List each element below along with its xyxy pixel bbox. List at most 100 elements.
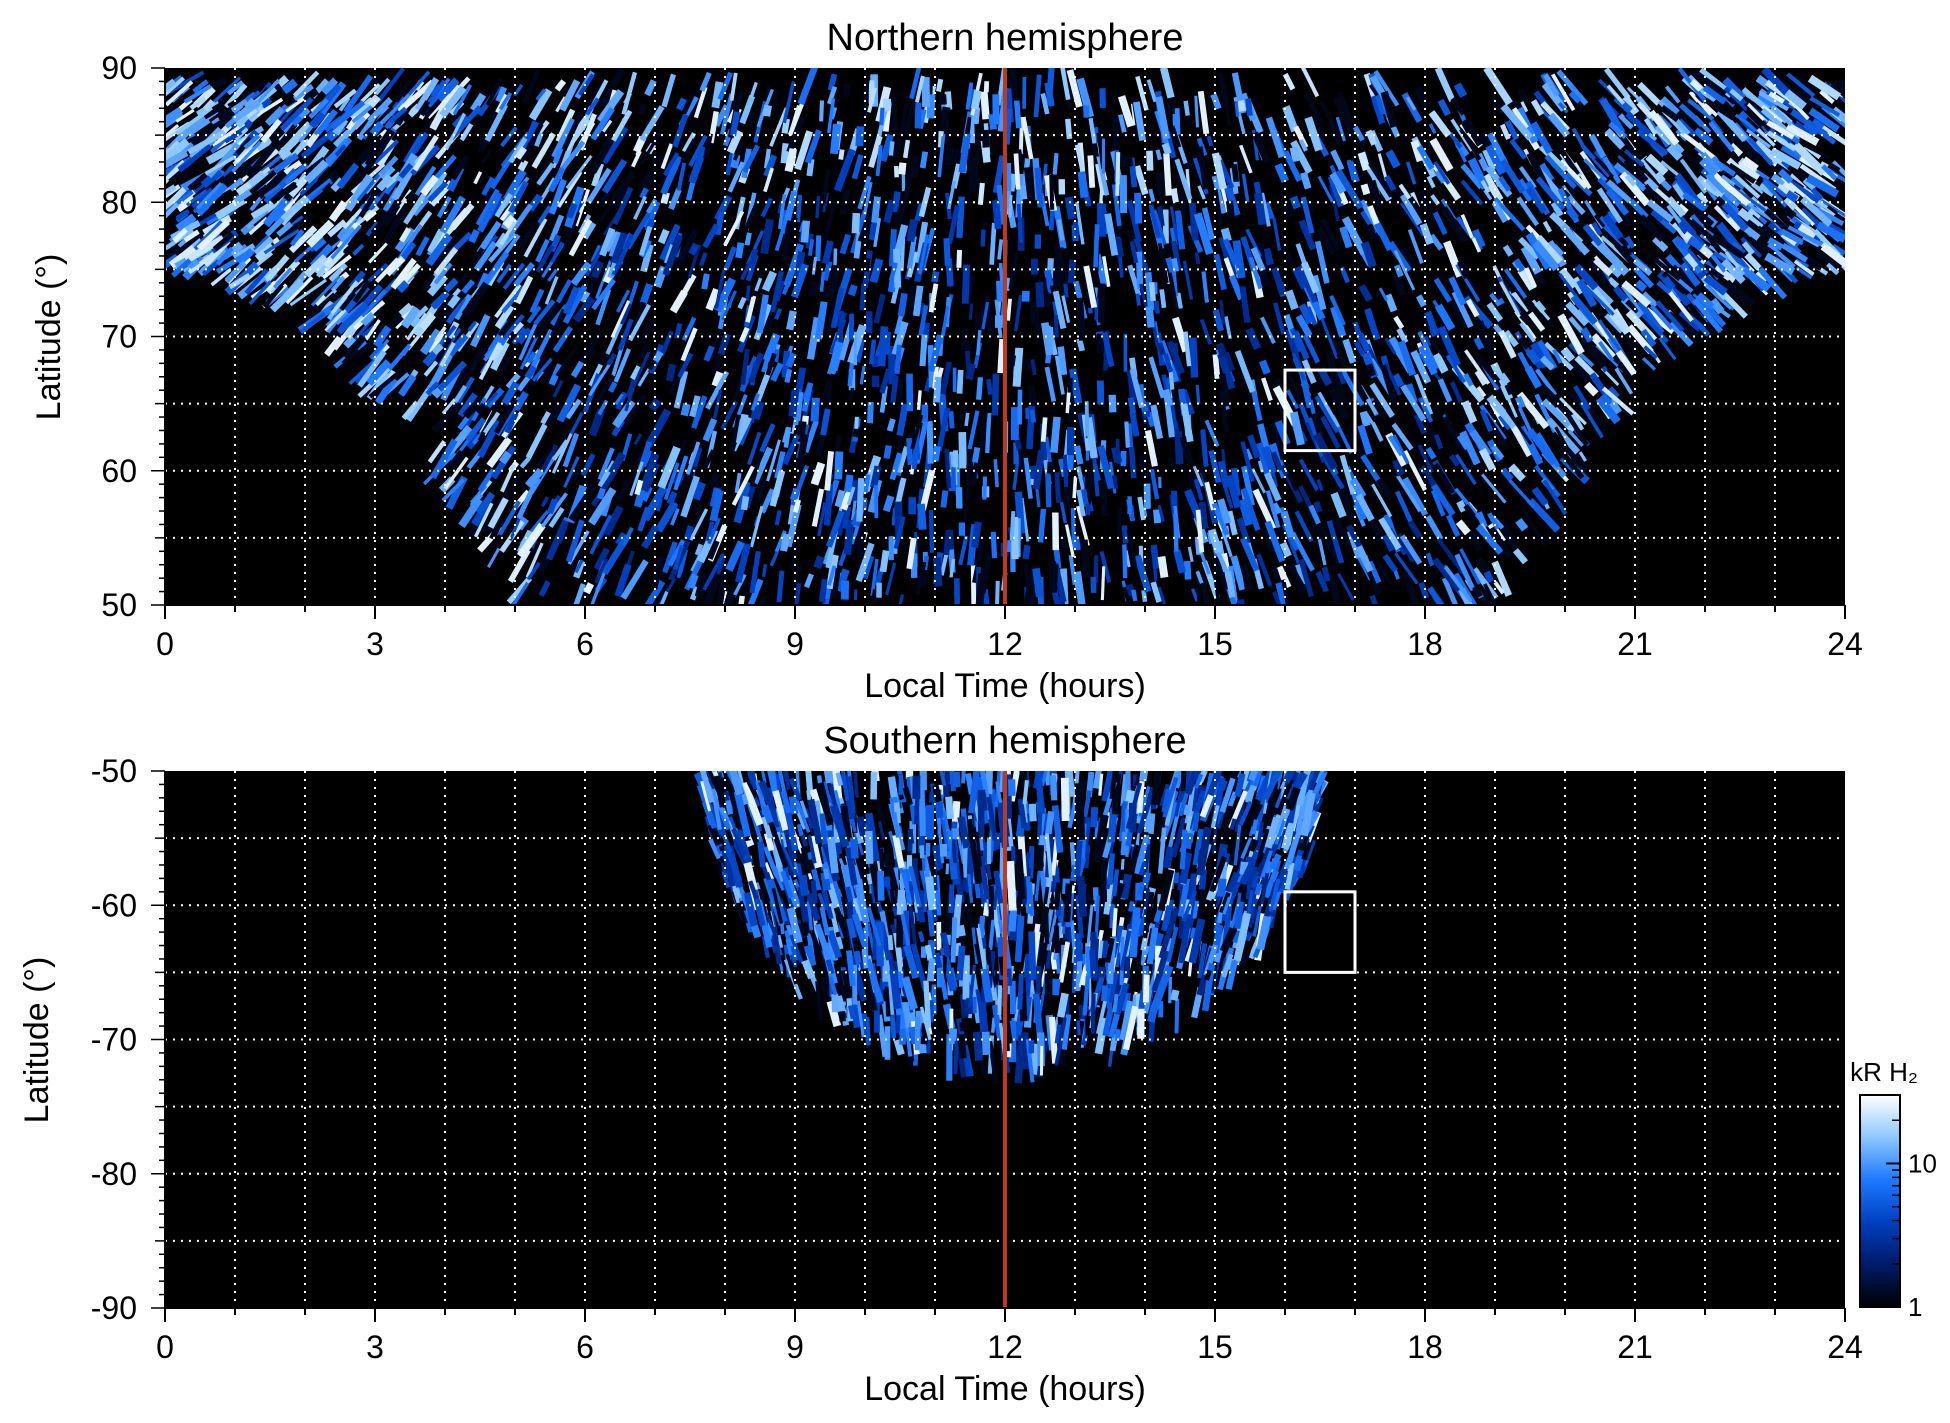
intensity-streak [927, 334, 944, 373]
intensity-streak [435, 233, 459, 267]
intensity-streak [165, 112, 184, 138]
intensity-streak [1617, 195, 1643, 233]
intensity-streak [877, 821, 886, 840]
intensity-streak [542, 366, 555, 384]
intensity-streak [599, 227, 616, 257]
intensity-streak [1825, 221, 1845, 241]
intensity-streak [742, 195, 763, 234]
intensity-streak [1086, 904, 1094, 945]
intensity-streak [357, 349, 387, 388]
intensity-streak [458, 497, 483, 529]
intensity-streak [1661, 269, 1689, 295]
intensity-streak [1177, 878, 1191, 917]
intensity-streak [1405, 161, 1417, 185]
intensity-streak [1767, 237, 1784, 251]
intensity-streak [721, 831, 733, 854]
intensity-streak [1780, 228, 1804, 245]
intensity-streak [202, 99, 216, 112]
intensity-streak [1426, 175, 1436, 189]
intensity-streak [1597, 241, 1630, 277]
intensity-streak [1163, 153, 1172, 196]
intensity-streak [1216, 878, 1227, 897]
intensity-streak [1275, 581, 1293, 605]
intensity-streak [978, 855, 990, 900]
intensity-streak [1017, 798, 1028, 829]
intensity-streak [1333, 96, 1357, 139]
intensity-streak [1300, 789, 1317, 837]
intensity-streak [518, 323, 538, 361]
intensity-streak [940, 490, 949, 508]
intensity-streak [260, 118, 282, 144]
intensity-streak [528, 88, 553, 121]
intensity-streak [716, 554, 727, 575]
intensity-streak [511, 320, 524, 335]
intensity-streak [930, 783, 937, 809]
intensity-streak [971, 447, 981, 463]
intensity-streak [965, 450, 973, 485]
intensity-streak [1456, 499, 1468, 513]
intensity-streak [1196, 826, 1212, 876]
intensity-streak [1195, 509, 1205, 553]
intensity-streak [657, 228, 670, 245]
intensity-streak [250, 198, 279, 220]
intensity-streak [938, 94, 947, 105]
intensity-streak [568, 218, 593, 257]
intensity-streak [328, 200, 348, 223]
intensity-streak [793, 561, 804, 587]
intensity-streak [1067, 259, 1077, 284]
intensity-streak [870, 558, 879, 596]
intensity-streak [326, 311, 350, 334]
intensity-streak [956, 369, 964, 394]
intensity-streak [1645, 153, 1669, 176]
intensity-streak [1200, 429, 1209, 467]
intensity-streak [212, 231, 235, 252]
intensity-streak [1413, 413, 1428, 435]
intensity-streak [1448, 276, 1467, 306]
intensity-streak [673, 544, 684, 570]
intensity-streak [586, 167, 612, 204]
intensity-streak [1268, 878, 1281, 912]
intensity-streak [437, 76, 471, 112]
intensity-streak [1603, 68, 1631, 100]
intensity-streak [1370, 421, 1384, 442]
intensity-streak [1078, 984, 1086, 1002]
intensity-streak [1737, 161, 1761, 180]
intensity-streak [1275, 565, 1292, 589]
intensity-streak [606, 352, 617, 366]
intensity-streak [838, 1010, 846, 1022]
intensity-streak [970, 90, 982, 110]
intensity-streak [846, 950, 856, 987]
intensity-streak [589, 134, 616, 174]
intensity-streak [823, 483, 834, 526]
intensity-streak [792, 771, 801, 797]
intensity-streak [1119, 1000, 1135, 1041]
intensity-streak [1402, 572, 1423, 605]
intensity-streak [1107, 853, 1115, 885]
intensity-streak [743, 773, 758, 799]
intensity-streak [243, 134, 261, 150]
intensity-streak [1052, 882, 1063, 911]
intensity-streak [430, 291, 449, 310]
intensity-streak [710, 328, 724, 350]
intensity-streak [1434, 169, 1447, 184]
intensity-streak [1430, 339, 1447, 360]
intensity-streak [1436, 537, 1466, 575]
intensity-streak [687, 573, 699, 590]
intensity-streak [640, 243, 654, 273]
intensity-streak [1124, 421, 1130, 448]
intensity-streak [879, 368, 892, 394]
intensity-streak [1281, 245, 1295, 267]
intensity-streak [1767, 242, 1796, 269]
intensity-streak [384, 343, 412, 374]
intensity-streak [906, 218, 919, 243]
intensity-streak [639, 131, 662, 166]
intensity-streak [1225, 474, 1242, 509]
intensity-streak [943, 771, 951, 797]
intensity-streak [1550, 73, 1576, 112]
intensity-streak [388, 106, 408, 124]
intensity-streak [940, 932, 952, 957]
intensity-streak [1182, 260, 1194, 300]
intensity-streak [1560, 223, 1590, 256]
intensity-streak [457, 392, 478, 418]
southern-panel: Southern hemisphere 0 3 6 9 12 15 18 21 24-50-60… [18, 720, 1863, 1408]
